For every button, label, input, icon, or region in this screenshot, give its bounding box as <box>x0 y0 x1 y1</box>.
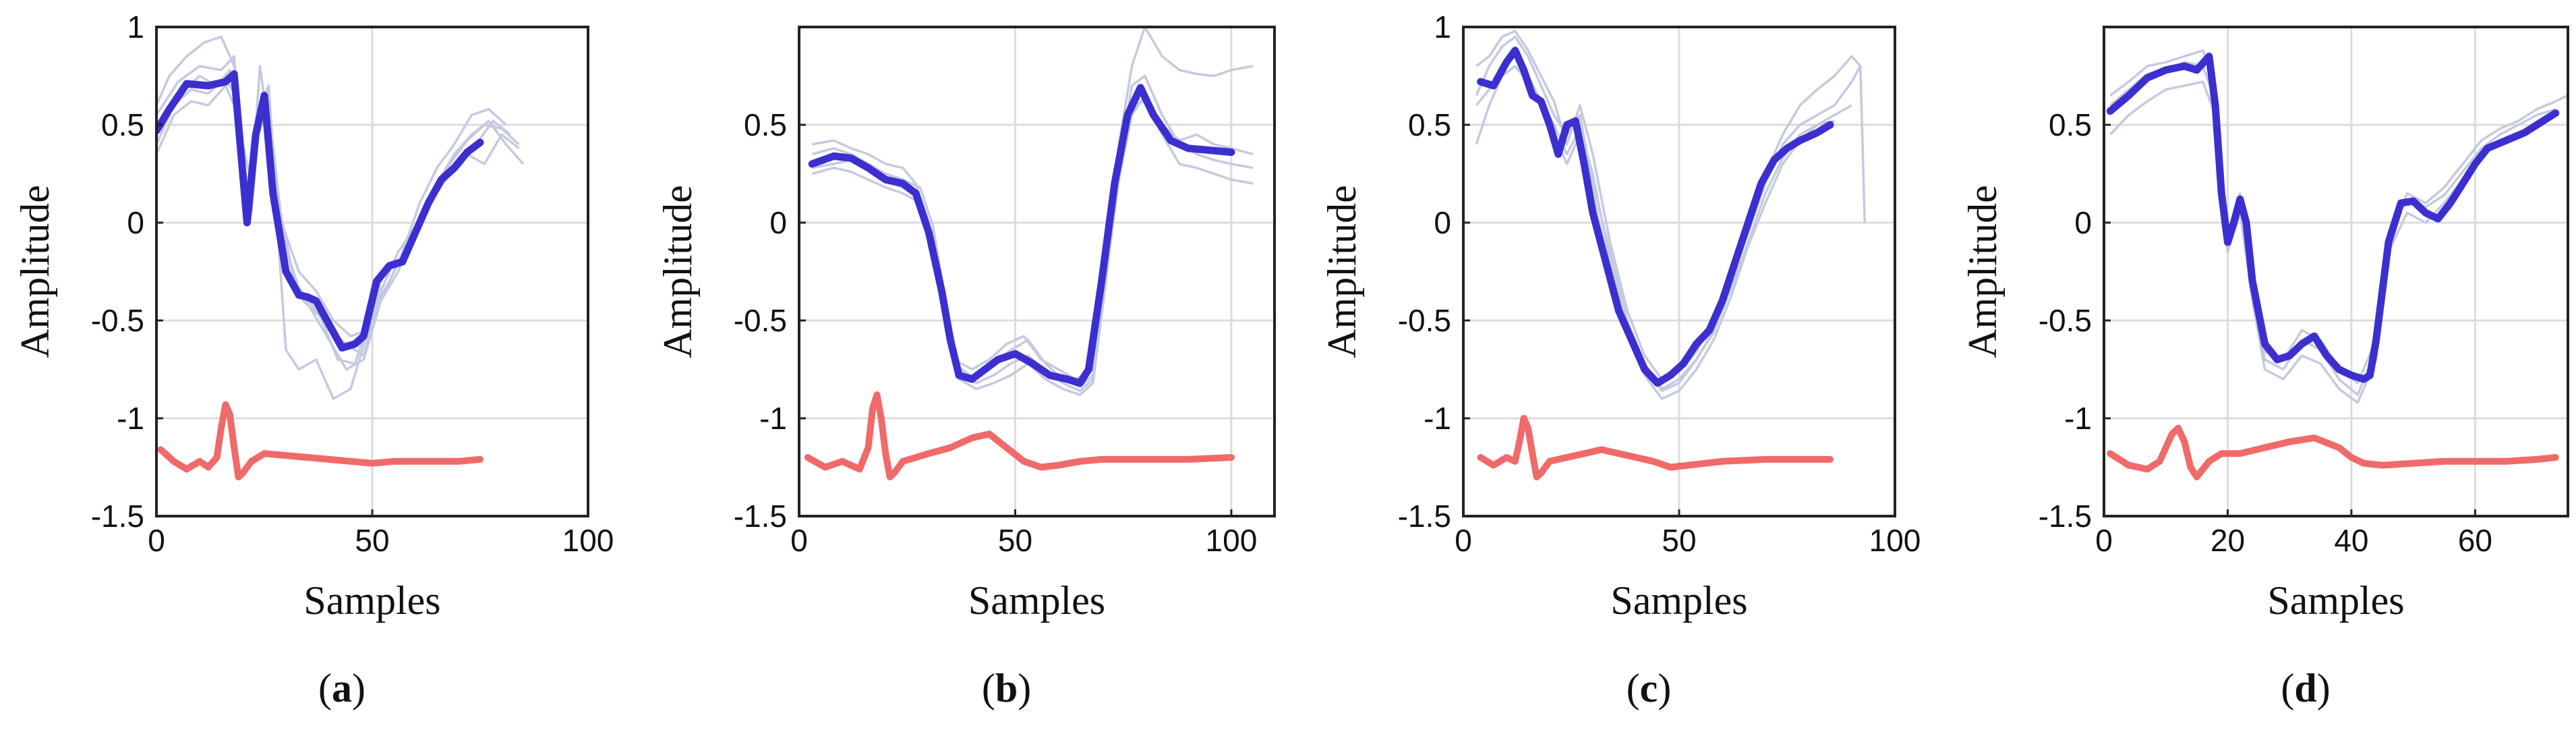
caption-open-paren: ( <box>982 666 995 710</box>
y-tick-label: 1 <box>127 9 144 45</box>
y-tick-label: 0.5 <box>744 107 787 142</box>
series-line-trial-1 <box>811 27 1254 381</box>
y-axis-title: Amplitude <box>1320 185 1364 358</box>
series-group <box>1475 30 1866 480</box>
x-axis-title: Samples <box>1610 578 1747 623</box>
panel-caption: (d) <box>2281 666 2330 710</box>
x-tick-label: 50 <box>998 523 1032 558</box>
series-line-trial-2 <box>2109 80 2556 404</box>
series-line-trial-4 <box>156 76 520 357</box>
y-axis-title: Amplitude <box>13 185 57 358</box>
y-tick-label: -1.5 <box>734 499 787 534</box>
caption-open-paren: ( <box>318 666 332 710</box>
y-tick-label: 1 <box>1434 9 1451 45</box>
series-line-mean <box>156 70 484 352</box>
x-axis-title: Samples <box>2267 578 2404 623</box>
y-tick-label: -0.5 <box>1398 303 1451 338</box>
series-line-mean <box>808 84 1235 387</box>
y-tick-label: 0.5 <box>101 107 144 142</box>
y-tick-label: 0.5 <box>1408 107 1451 142</box>
x-axis-title: Samples <box>968 578 1105 623</box>
panel-caption: (a) <box>318 666 365 710</box>
y-tick-label: -0.5 <box>91 303 144 338</box>
series-line-reference <box>2107 424 2559 480</box>
y-axis-title: Amplitude <box>1960 185 2005 358</box>
x-tick-label: 100 <box>1869 523 1921 558</box>
y-tick-label: -1 <box>2064 401 2092 436</box>
chart-panel-b: 0 50 100 -1.5 -1 -0.5 0 0.5 Samples Amplitude (b) <box>655 26 1276 710</box>
panel-caption: (c) <box>1627 666 1672 710</box>
y-tick-label: 0.5 <box>2049 107 2092 142</box>
plot-frame <box>2103 26 2569 517</box>
series-line-trial-2 <box>1475 65 1852 400</box>
x-tick-label: 0 <box>148 523 165 558</box>
y-axis-title: Amplitude <box>655 185 700 358</box>
series-group <box>2106 49 2568 480</box>
y-tick-label: -0.5 <box>2039 303 2092 338</box>
y-tick-label: 0 <box>2074 205 2092 240</box>
caption-close-paren: ) <box>2317 666 2331 710</box>
chart-panel-a: 0 50 100 -1.5 -1 -0.5 0 0.5 1 Samples Amplitude (a) <box>13 9 614 710</box>
x-tick-label: 50 <box>355 523 389 558</box>
x-tick-label: 100 <box>562 523 614 558</box>
y-tick-label: -0.5 <box>734 303 787 338</box>
y-tick-label: -1 <box>1424 401 1451 436</box>
x-tick-label: 0 <box>2095 523 2113 558</box>
chart-panel-d: 0 20 40 60 -1.5 -1 -0.5 0 0.5 Samples Amplitude (d) <box>1960 26 2569 710</box>
chart-panel-c: 0 50 100 -1.5 -1 -0.5 0 0.5 1 Samples Amplitude (c) <box>1320 9 1921 710</box>
series-group <box>156 35 525 480</box>
y-tick-label: -1 <box>117 401 144 436</box>
caption-open-paren: ( <box>1627 666 1640 710</box>
caption-close-paren: ) <box>352 666 365 710</box>
series-line-reference <box>157 401 484 480</box>
series-line-trial-2 <box>811 100 1254 396</box>
caption-letter: b <box>995 666 1018 710</box>
x-tick-label: 0 <box>790 523 808 558</box>
x-axis-title: Samples <box>303 578 440 623</box>
x-tick-label: 20 <box>2211 523 2245 558</box>
y-tick-label: -1.5 <box>91 499 144 534</box>
x-tick-label: 60 <box>2458 523 2492 558</box>
series-line-trial-5 <box>156 69 525 337</box>
y-tick-label: -1.5 <box>1398 499 1451 534</box>
caption-letter: d <box>2294 666 2316 710</box>
series-line-mean <box>1477 47 1834 387</box>
caption-close-paren: ) <box>1018 666 1031 710</box>
y-tick-label: 0 <box>127 205 144 240</box>
caption-open-paren: ( <box>2281 666 2294 710</box>
series-line-mean <box>2106 53 2560 383</box>
y-tick-label: -1 <box>759 401 787 436</box>
caption-letter: a <box>332 666 352 710</box>
x-tick-label: 0 <box>1455 523 1472 558</box>
plot-frame <box>798 26 1276 517</box>
series-line-trial-3 <box>156 35 507 400</box>
series-line-reference <box>804 391 1235 480</box>
series-line-reference <box>1477 415 1834 480</box>
series-line-trial-3 <box>1475 30 1862 381</box>
y-tick-label: 0 <box>769 205 787 240</box>
series-line-trial-3 <box>811 74 1254 389</box>
x-tick-label: 40 <box>2334 523 2368 558</box>
caption-close-paren: ) <box>1658 666 1671 710</box>
panel-caption: (b) <box>982 666 1031 710</box>
caption-letter: c <box>1640 666 1658 710</box>
x-tick-label: 50 <box>1662 523 1696 558</box>
x-tick-label: 100 <box>1206 523 1258 558</box>
y-tick-label: -1.5 <box>2039 499 2092 534</box>
series-group <box>804 27 1254 480</box>
y-tick-label: 0 <box>1434 205 1451 240</box>
